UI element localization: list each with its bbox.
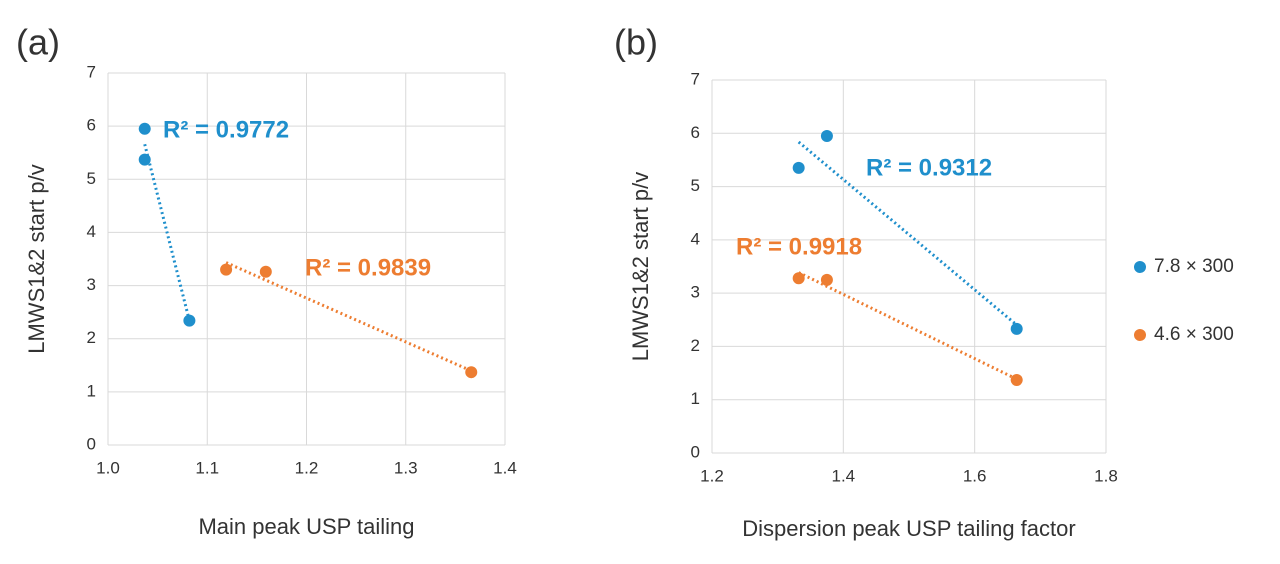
x-tick-label: 1.3	[394, 458, 418, 477]
y-tick-label: 4	[691, 229, 700, 248]
x-tick-label: 1.8	[1094, 466, 1118, 485]
trendline	[143, 143, 191, 322]
y-tick-label: 6	[87, 116, 96, 135]
y-tick-label: 2	[87, 328, 96, 347]
point	[259, 265, 272, 278]
x-tick-label: 1.1	[195, 458, 219, 477]
panel-label: (b)	[614, 22, 658, 63]
y-tick-label: 1	[691, 389, 700, 408]
y-tick-label: 3	[691, 283, 700, 302]
y-axis-title: LMWS1&2 start p/v	[24, 164, 49, 354]
x-axis-title: Main peak USP tailing	[198, 514, 414, 539]
point	[820, 273, 833, 286]
legend-label: 7.8 × 300	[1154, 256, 1234, 277]
trendline	[798, 271, 1018, 381]
point	[792, 161, 805, 174]
point	[183, 314, 196, 327]
x-tick-label: 1.6	[963, 466, 987, 485]
point	[792, 272, 805, 285]
y-tick-label: 7	[691, 69, 700, 88]
x-tick-label: 1.0	[96, 458, 120, 477]
y-tick-label: 1	[87, 381, 96, 400]
y-tick-label: 6	[691, 123, 700, 142]
point	[220, 263, 233, 276]
legend-label: 4.6 × 300	[1154, 324, 1234, 345]
r-squared: R² = 0.9839	[305, 254, 431, 281]
r-squared: R² = 0.9772	[163, 116, 289, 143]
y-axis-title: LMWS1&2 start p/v	[628, 172, 653, 362]
point	[1010, 373, 1023, 386]
y-tick-label: 7	[87, 62, 96, 81]
y-tick-label: 4	[87, 222, 96, 241]
y-tick-label: 2	[691, 336, 700, 355]
legend-marker	[1134, 261, 1146, 273]
point	[465, 366, 478, 379]
x-tick-label: 1.2	[295, 458, 319, 477]
y-tick-label: 0	[87, 434, 96, 453]
y-tick-label: 5	[691, 176, 700, 195]
r-squared: R² = 0.9312	[866, 154, 992, 181]
point	[1010, 322, 1023, 335]
r-squared: R² = 0.9918	[736, 233, 862, 260]
y-tick-label: 5	[87, 169, 96, 188]
point	[820, 129, 833, 142]
x-axis-title: Dispersion peak USP tailing factor	[742, 516, 1075, 541]
x-tick-label: 1.4	[832, 466, 856, 485]
x-tick-label: 1.2	[700, 466, 724, 485]
point	[138, 122, 151, 135]
legend-marker	[1134, 329, 1146, 341]
point	[138, 153, 151, 166]
y-tick-label: 3	[87, 275, 96, 294]
x-tick-label: 1.4	[493, 458, 517, 477]
y-tick-label: 0	[691, 442, 700, 461]
panel-label: (a)	[16, 22, 60, 63]
